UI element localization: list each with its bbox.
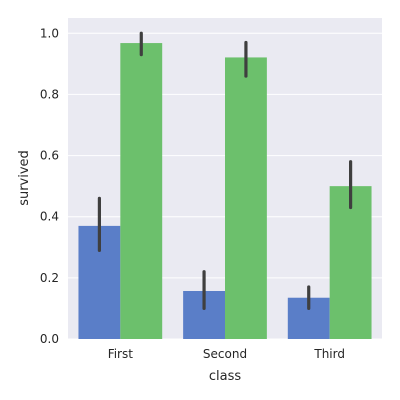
y-tick-label: 0.2 <box>40 271 59 285</box>
y-tick-label: 1.0 <box>40 26 59 40</box>
y-axis-label: survived <box>17 150 32 206</box>
y-tick-label: 0.4 <box>40 210 59 224</box>
x-tick-labels: First Second Third <box>108 347 345 361</box>
bar <box>225 57 267 339</box>
x-axis-label: class <box>209 369 241 384</box>
y-tick-label: 0.6 <box>40 149 59 163</box>
y-tick-labels: 0.0 0.2 0.4 0.6 0.8 1.0 <box>40 26 59 346</box>
x-tick-label: Second <box>203 347 247 361</box>
x-tick-label: Third <box>313 347 345 361</box>
x-tick-label: First <box>108 347 134 361</box>
bar <box>120 43 162 339</box>
y-tick-label: 0.0 <box>40 332 59 346</box>
y-tick-label: 0.8 <box>40 87 59 101</box>
